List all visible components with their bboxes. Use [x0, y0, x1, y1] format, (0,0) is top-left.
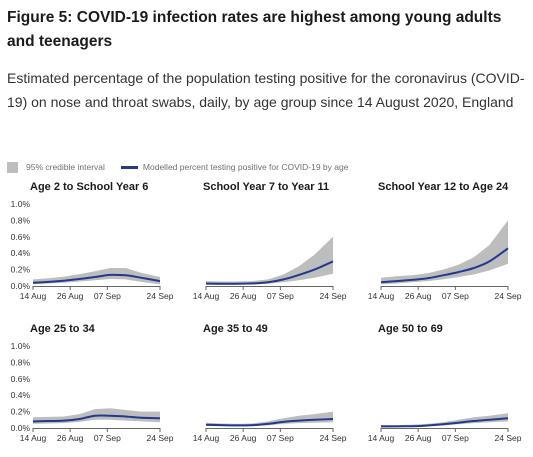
y-tick-label: 0.4%	[11, 390, 31, 400]
legend-interval-swatch	[7, 161, 18, 173]
panel-title: School Year 12 to Age 24	[378, 181, 509, 193]
y-tick-label: 0.2%	[11, 265, 31, 275]
modelled-line	[381, 417, 509, 428]
y-tick-label: 0.6%	[11, 374, 31, 384]
figure-title: Figure 5: COVID-19 infection rates are h…	[7, 9, 502, 50]
x-tick-label: 26 Aug	[230, 291, 257, 301]
x-tick-label: 26 Aug	[57, 433, 84, 443]
y-tick-label: 1.0%	[11, 341, 31, 351]
x-tick-label: 07 Sep	[442, 433, 469, 443]
legend-line-label: Modelled percent testing positive for CO…	[142, 162, 349, 172]
legend-line-swatch	[120, 165, 138, 169]
figure-subtitle: Estimated percentage of the population t…	[7, 70, 525, 110]
y-tick-label: 0.0%	[11, 423, 31, 433]
x-tick-label: 26 Aug	[230, 433, 257, 443]
modelled-line	[32, 273, 161, 284]
x-tick-label: 14 Aug	[368, 433, 395, 443]
panel-title: Age 2 to School Year 6	[30, 181, 148, 193]
y-tick-label: 1.0%	[11, 199, 31, 209]
y-tick-label: 0.4%	[11, 248, 31, 258]
x-tick-label: 24 Sep	[147, 291, 174, 301]
x-tick-label: 24 Sep	[147, 433, 174, 443]
modelled-line	[205, 260, 334, 285]
legend: 95% credible interval Modelled percent t…	[7, 160, 348, 174]
panel-title: Age 50 to 69	[378, 323, 443, 335]
x-tick-label: 14 Aug	[20, 291, 47, 301]
panel: Age 2 to School Year 6 14 Aug 26 Aug 07 Sep…	[11, 181, 174, 301]
x-tick-label: 14 Aug	[193, 433, 220, 443]
credible-interval-band	[206, 411, 333, 427]
panel-title: Age 35 to 49	[203, 323, 268, 335]
x-tick-label: 14 Aug	[20, 433, 47, 443]
y-tick-label: 0.6%	[11, 232, 31, 242]
y-tick-label: 0.2%	[11, 407, 31, 417]
modelled-line	[380, 247, 509, 284]
x-tick-label: 24 Sep	[495, 291, 522, 301]
y-tick-label: 0.8%	[11, 215, 31, 225]
credible-interval-band	[206, 236, 333, 285]
x-tick-label: 14 Aug	[368, 291, 395, 301]
x-tick-label: 26 Aug	[57, 291, 84, 301]
x-tick-label: 07 Sep	[442, 291, 469, 301]
x-tick-label: 07 Sep	[94, 291, 121, 301]
panel: School Year 12 to Age 24 14 Aug 26 Aug 07 S…	[368, 181, 522, 301]
credible-interval-band	[381, 220, 508, 285]
x-tick-label: 07 Sep	[267, 433, 294, 443]
legend-interval-label: 95% credible interval	[26, 162, 105, 172]
panel: Age 25 to 34 14 Aug 26 Aug 07 Sep 24 Sep 1.0%…	[11, 323, 174, 443]
x-tick-label: 26 Aug	[405, 433, 432, 443]
x-tick-label: 24 Sep	[495, 433, 522, 443]
x-tick-label: 14 Aug	[193, 291, 220, 301]
x-tick-label: 07 Sep	[94, 433, 121, 443]
panel-title: Age 25 to 34	[30, 323, 96, 335]
y-tick-label: 0.0%	[11, 281, 31, 291]
x-tick-label: 24 Sep	[320, 291, 347, 301]
modelled-line	[205, 418, 334, 427]
x-tick-label: 24 Sep	[320, 433, 347, 443]
panel: Age 50 to 69 14 Aug 26 Aug 07 Sep 24 Sep	[368, 323, 522, 443]
x-tick-label: 26 Aug	[405, 291, 432, 301]
panel-title: School Year 7 to Year 11	[203, 181, 329, 193]
panel: School Year 7 to Year 11 14 Aug 26 Aug 07 S…	[193, 181, 347, 301]
panel: Age 35 to 49 14 Aug 26 Aug 07 Sep 24 Sep	[193, 323, 347, 443]
x-tick-label: 07 Sep	[267, 291, 294, 301]
y-tick-label: 0.8%	[11, 357, 31, 367]
modelled-line	[32, 414, 161, 423]
